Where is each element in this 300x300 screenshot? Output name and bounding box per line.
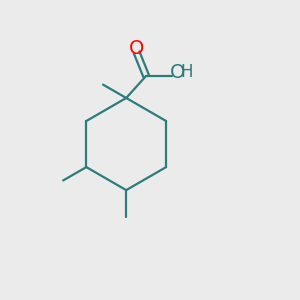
Text: O: O bbox=[129, 39, 144, 58]
Text: O: O bbox=[170, 63, 185, 82]
Text: H: H bbox=[180, 63, 193, 81]
